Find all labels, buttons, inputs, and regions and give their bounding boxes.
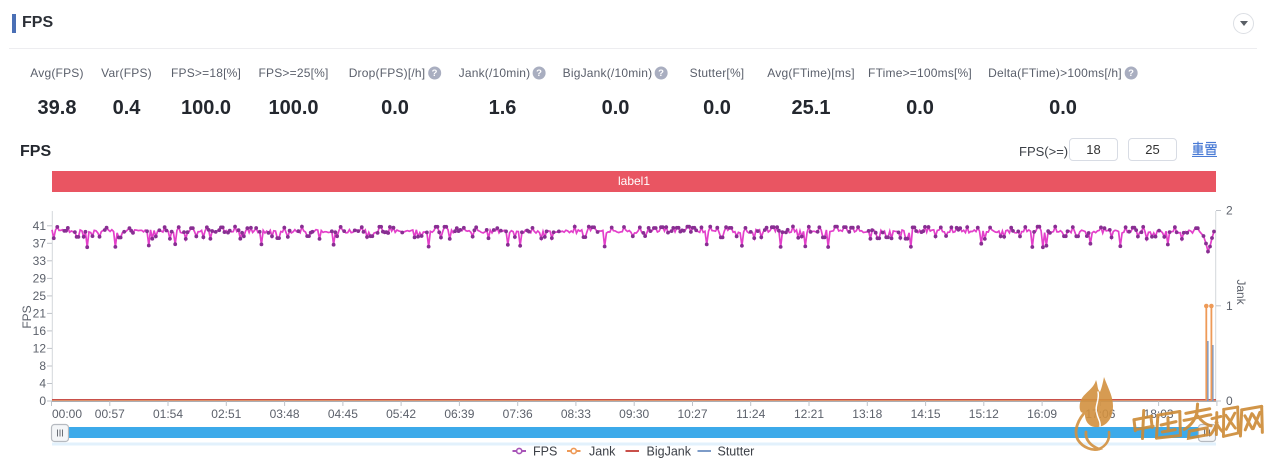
svg-text:1: 1: [1226, 299, 1233, 313]
svg-text:FPS: FPS: [533, 445, 557, 458]
svg-text:12:21: 12:21: [794, 407, 824, 421]
svg-text:13:18: 13:18: [852, 407, 882, 421]
svg-text:41: 41: [33, 219, 47, 233]
svg-text:15:12: 15:12: [969, 407, 999, 421]
svg-text:?: ?: [658, 68, 664, 79]
svg-text:37: 37: [33, 236, 47, 250]
svg-text:16:09: 16:09: [1027, 407, 1057, 421]
svg-text:01:54: 01:54: [153, 407, 183, 421]
svg-text:8: 8: [39, 359, 46, 373]
svg-text:07:36: 07:36: [503, 407, 533, 421]
svg-text:02:51: 02:51: [211, 407, 241, 421]
svg-text:00:57: 00:57: [95, 407, 125, 421]
svg-text:29: 29: [33, 271, 47, 285]
svg-text:25: 25: [33, 289, 47, 303]
svg-text:4: 4: [39, 377, 46, 391]
svg-text:12: 12: [33, 341, 47, 355]
svg-text:?: ?: [431, 68, 437, 79]
svg-text:08:33: 08:33: [561, 407, 591, 421]
svg-text:33: 33: [33, 254, 47, 268]
svg-text:05:42: 05:42: [386, 407, 416, 421]
svg-text:0: 0: [39, 394, 46, 408]
svg-text:Jank: Jank: [589, 445, 616, 458]
svg-text:?: ?: [1128, 68, 1134, 79]
svg-text:10:27: 10:27: [677, 407, 707, 421]
svg-text:11:24: 11:24: [736, 407, 765, 421]
svg-text:Jank: Jank: [1234, 279, 1248, 305]
svg-text:16: 16: [33, 324, 47, 338]
svg-text:06:39: 06:39: [444, 407, 474, 421]
svg-text:04:45: 04:45: [328, 407, 358, 421]
svg-text:FPS: FPS: [20, 305, 34, 328]
svg-text:BigJank: BigJank: [647, 445, 692, 458]
svg-text:?: ?: [536, 68, 542, 79]
svg-text:0: 0: [1226, 394, 1233, 408]
svg-text:09:30: 09:30: [619, 407, 649, 421]
svg-text:Stutter: Stutter: [718, 445, 755, 458]
svg-text:14:15: 14:15: [911, 407, 941, 421]
svg-text:2: 2: [1226, 204, 1233, 218]
svg-text:21: 21: [33, 306, 47, 320]
svg-text:00:00: 00:00: [52, 407, 82, 421]
svg-text:03:48: 03:48: [270, 407, 300, 421]
